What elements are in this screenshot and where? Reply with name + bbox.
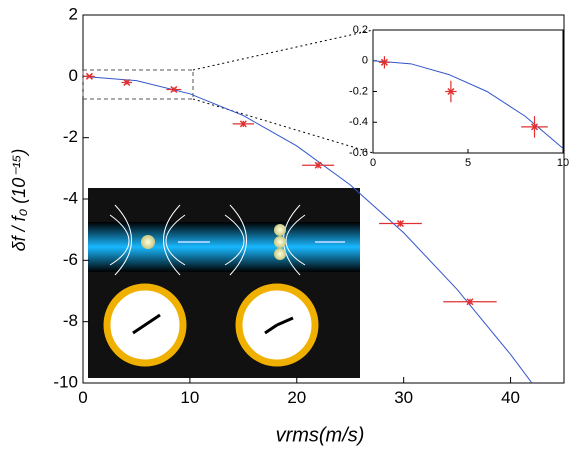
y-tick-label: -0.4	[349, 116, 368, 128]
y-tick-label: -0.2	[349, 85, 368, 97]
y-tick-label: -0.6	[349, 147, 368, 159]
x-axis-label: vrms(m/s)	[276, 424, 365, 446]
data-point	[170, 85, 178, 94]
fit-line	[372, 60, 564, 149]
illustration	[88, 188, 360, 378]
data-point	[466, 298, 474, 306]
x-tick-label: 20	[287, 388, 306, 407]
y-tick-label: 0	[362, 55, 368, 67]
data-point	[396, 220, 404, 228]
x-tick-label: 10	[557, 157, 569, 169]
zoom-box	[82, 69, 194, 100]
data-point	[314, 161, 322, 169]
data-point	[447, 87, 455, 96]
y-tick-label: -8	[63, 311, 78, 330]
x-tick-label: 0	[370, 157, 376, 169]
x-tick-label: 10	[180, 388, 199, 407]
y-tick-label: -4	[63, 188, 78, 207]
x-tick-label: 0	[78, 388, 87, 407]
y-tick-label: -10	[53, 372, 78, 391]
data-point	[123, 78, 131, 86]
x-tick-label: 30	[394, 388, 413, 407]
data-point	[85, 72, 93, 80]
y-axis-label: δf / f₀ (10⁻¹⁵)	[9, 149, 29, 252]
y-tick-label: 0.2	[353, 24, 368, 36]
zoom-lines	[192, 29, 374, 154]
x-tick-label: 5	[465, 157, 471, 169]
y-tick-label: 0	[69, 66, 78, 85]
y-tick-label: 2	[69, 4, 78, 23]
data-point	[239, 120, 247, 128]
x-tick-label: 40	[501, 388, 520, 407]
data-point	[530, 123, 539, 131]
inset-frame	[372, 29, 564, 154]
data-point	[380, 58, 388, 66]
y-tick-label: -2	[63, 127, 78, 146]
y-tick-label: -6	[63, 250, 78, 269]
